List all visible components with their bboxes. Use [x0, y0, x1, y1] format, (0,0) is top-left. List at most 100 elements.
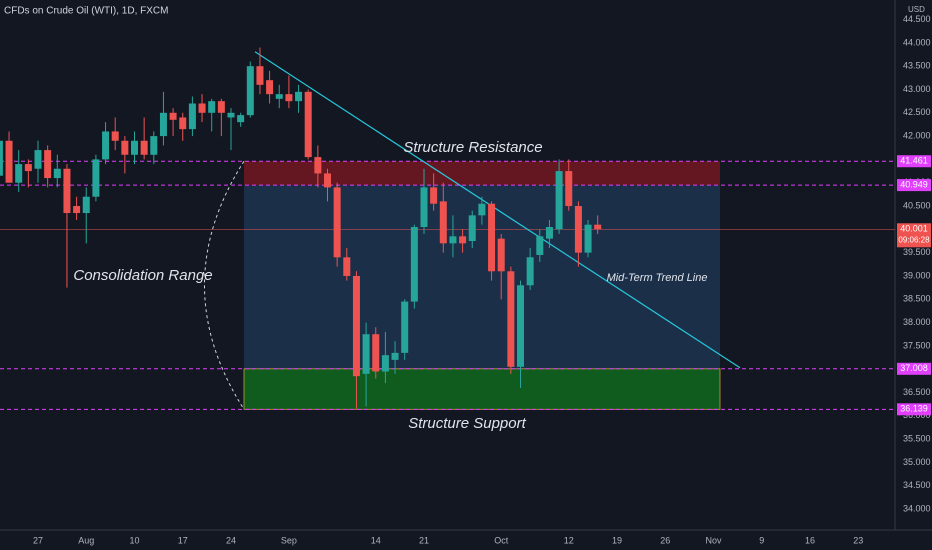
- y-tick-label: 43.000: [903, 84, 931, 94]
- candle-body: [526, 257, 534, 286]
- level-label: 36.139: [900, 404, 928, 414]
- y-tick-label: 43.500: [903, 61, 931, 71]
- y-tick-label: 35.500: [903, 433, 931, 443]
- zone: [244, 161, 720, 186]
- y-tick-label: 44.500: [903, 14, 931, 24]
- y-tick-label: 44.000: [903, 37, 931, 47]
- x-tick-label: Oct: [494, 535, 509, 545]
- candle-body: [362, 334, 370, 374]
- level-label-bg: [897, 362, 931, 375]
- candle-body: [478, 203, 486, 216]
- candle-body: [565, 171, 573, 207]
- annotation: Structure Support: [408, 415, 526, 432]
- x-tick-label: 19: [612, 535, 622, 545]
- level-label-bg: [897, 403, 931, 416]
- x-tick-label: 10: [129, 535, 139, 545]
- countdown-label: 09:06:28: [898, 235, 930, 244]
- y-tick-label: 35.000: [903, 457, 931, 467]
- y-tick-label: 40.500: [903, 200, 931, 210]
- chart-title: CFDs on Crude Oil (WTI), 1D, FXCM: [4, 6, 168, 17]
- x-tick-label: Aug: [78, 535, 94, 545]
- candle-body: [594, 224, 602, 230]
- candle-body: [150, 136, 158, 155]
- candle-body: [555, 171, 563, 230]
- candle-body: [497, 238, 505, 272]
- candle-body: [343, 257, 351, 276]
- candle-body: [304, 91, 312, 158]
- candle-body: [102, 131, 110, 160]
- candle-body: [391, 352, 399, 360]
- y-tick-label: 39.500: [903, 247, 931, 257]
- candle-body: [372, 334, 380, 372]
- x-tick-label: 23: [853, 535, 863, 545]
- y-tick-label: 39.000: [903, 270, 931, 280]
- candle-body: [352, 275, 360, 377]
- candle-body: [517, 285, 524, 367]
- candle-body: [121, 140, 129, 155]
- level-label-bg: [897, 155, 931, 168]
- trend-line: [254, 51, 741, 369]
- candle-body: [159, 112, 167, 137]
- y-tick-label: 38.000: [903, 317, 931, 327]
- candle-body: [34, 150, 42, 169]
- candle-body: [0, 140, 3, 176]
- candle-body: [217, 101, 225, 113]
- trend-line-label: Mid-Term Trend Line: [607, 272, 708, 284]
- candle-body: [459, 236, 467, 244]
- candle-body: [256, 66, 264, 85]
- x-tick-label: Nov: [705, 535, 722, 545]
- range-arc: [204, 160, 245, 410]
- x-tick-label: 12: [564, 535, 574, 545]
- candle-body: [488, 203, 496, 272]
- candle-body: [420, 187, 428, 228]
- candle-body: [536, 236, 544, 255]
- candle-body: [24, 164, 32, 172]
- candle-body: [410, 227, 418, 302]
- x-tick-label: Sep: [281, 535, 297, 545]
- zone: [243, 368, 721, 410]
- y-tick-label: 37.500: [903, 340, 931, 350]
- last-price-label: 40.001: [900, 224, 928, 234]
- y-tick-label: 42.500: [903, 107, 931, 117]
- y-tick-label: 34.500: [903, 480, 931, 490]
- candle-body: [63, 168, 71, 214]
- candle-body: [131, 140, 138, 155]
- y-tick-label: 36.500: [903, 387, 931, 397]
- candle-body: [246, 66, 254, 116]
- annotation: Consolidation Range: [73, 267, 212, 284]
- candle-body: [15, 164, 23, 183]
- candle-body: [53, 168, 61, 179]
- y-tick-label: 34.000: [903, 503, 931, 513]
- candle-body: [188, 103, 196, 130]
- candle-body: [507, 271, 515, 367]
- x-tick-label: 14: [371, 535, 381, 545]
- candle-body: [275, 94, 283, 99]
- candle-body: [111, 131, 119, 141]
- candle-body: [266, 80, 274, 95]
- candle-body: [44, 150, 52, 179]
- candle-body: [439, 201, 447, 244]
- candle-body: [5, 140, 13, 183]
- candle-body: [295, 91, 303, 102]
- candle-body: [198, 103, 206, 113]
- level-label-bg: [897, 179, 931, 192]
- candle-body: [169, 112, 177, 120]
- last-price-bg: [897, 223, 931, 248]
- candle-body: [237, 115, 245, 123]
- candle-body: [545, 227, 553, 239]
- candle-body: [449, 236, 457, 244]
- x-tick-label: 16: [805, 535, 815, 545]
- candle-body: [333, 187, 341, 258]
- x-tick-label: 24: [226, 535, 236, 545]
- candle-body: [227, 112, 235, 118]
- candle-body: [140, 140, 148, 155]
- level-label: 40.949: [900, 179, 928, 189]
- axis-unit: USD: [908, 5, 925, 14]
- y-tick-label: 42.000: [903, 130, 931, 140]
- level-label: 41.461: [900, 156, 928, 166]
- candle-body: [584, 224, 592, 253]
- x-tick-label: 17: [178, 535, 188, 545]
- x-tick-label: 26: [660, 535, 670, 545]
